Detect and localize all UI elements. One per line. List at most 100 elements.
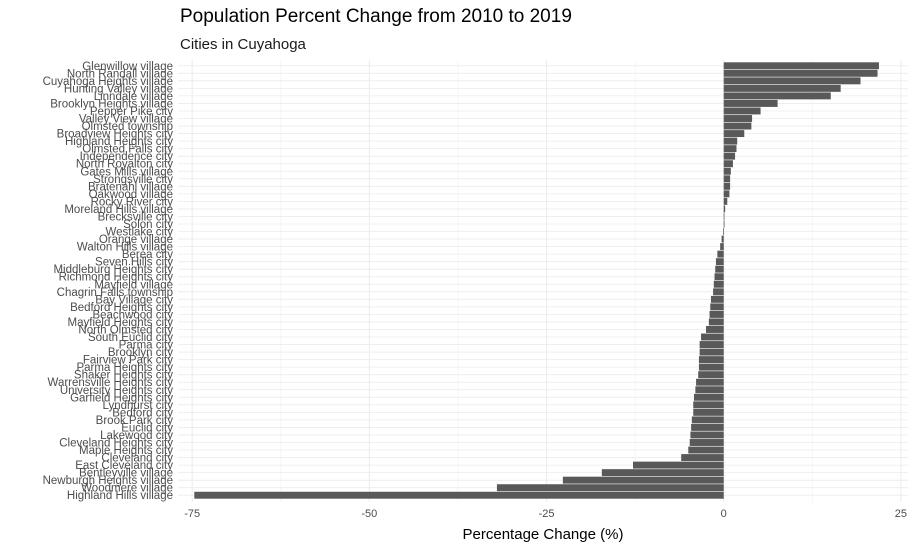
bar — [721, 235, 724, 243]
bar — [699, 348, 724, 356]
bars — [194, 62, 879, 499]
category-label: Bedford city — [112, 407, 173, 419]
category-label: North Randall village — [67, 68, 173, 80]
category-label: Hunting Valley village — [64, 83, 173, 95]
bar — [714, 273, 724, 281]
bar — [723, 107, 761, 115]
x-axis-title: Percentage Change (%) — [463, 526, 624, 543]
category-label: Independence city — [80, 151, 174, 163]
category-label: Brooklyn Heights village — [50, 98, 173, 110]
bar — [723, 92, 831, 100]
category-label: South Euclid city — [88, 332, 173, 344]
bar — [690, 431, 724, 439]
bar — [723, 182, 731, 190]
category-label: Westlake city — [105, 227, 173, 239]
category-label: Lakewood city — [100, 430, 173, 442]
bar — [701, 333, 724, 341]
bar — [601, 469, 724, 477]
bar — [688, 446, 724, 454]
category-label: Gates Mills village — [80, 166, 173, 178]
category-label: Euclid city — [121, 422, 173, 434]
grid-lines — [178, 60, 908, 502]
bar — [693, 393, 724, 401]
category-label: Middleburg Heights city — [53, 264, 173, 276]
bar — [723, 99, 778, 107]
bar — [723, 145, 737, 153]
bar — [699, 341, 724, 349]
category-label: Strongsville city — [93, 174, 173, 186]
bar — [723, 228, 724, 235]
category-label: Cuyahoga Heights village — [43, 76, 173, 88]
bar — [691, 423, 724, 431]
category-label: Cleveland city — [101, 453, 173, 465]
bar — [723, 220, 725, 228]
bar — [696, 378, 724, 386]
bar — [715, 258, 724, 266]
bar — [562, 476, 724, 484]
chart-title: Population Percent Change from 2010 to 2… — [180, 6, 572, 27]
bar — [723, 137, 738, 145]
category-label: Shaker Heights city — [74, 370, 173, 382]
bar — [720, 243, 724, 251]
category-label: Olmsted township — [82, 121, 173, 133]
bar — [709, 310, 724, 318]
category-label: Brook Park city — [96, 415, 174, 427]
category-label: Moreland Hills village — [64, 204, 173, 216]
category-label: Rocky River city — [91, 196, 174, 208]
bar — [698, 363, 724, 371]
bar — [633, 461, 724, 469]
x-tick-label: 0 — [721, 508, 727, 520]
bar — [723, 212, 725, 220]
category-label: Solon city — [123, 219, 173, 231]
category-label: Fairview Park city — [83, 355, 173, 367]
bar — [723, 130, 745, 138]
category-label: Mayfield village — [94, 279, 173, 291]
bar — [723, 205, 726, 213]
category-label: Parma Heights city — [76, 362, 173, 374]
category-label: Richmond Heights city — [59, 272, 174, 284]
bar — [681, 454, 724, 462]
category-label: Brooklyn city — [108, 347, 173, 359]
chart-subtitle: Cities in Cuyahoga — [180, 36, 306, 53]
category-label: Parma city — [119, 340, 174, 352]
bar — [710, 303, 724, 311]
category-label: Chagrin Falls township — [57, 287, 173, 299]
category-label: Highland Heights city — [65, 136, 173, 148]
category-label: Orange village — [99, 234, 173, 246]
category-label: Seven Hills city — [95, 257, 173, 269]
bar — [693, 408, 724, 416]
bar — [713, 280, 724, 288]
x-tick-label: 25 — [895, 508, 907, 520]
bar — [698, 371, 724, 379]
bar — [723, 197, 728, 205]
category-label: Broadview Heights city — [57, 129, 174, 141]
category-label: Walton Hills village — [77, 242, 173, 254]
category-label: Pepper Pike city — [90, 106, 173, 118]
bar — [723, 175, 731, 183]
bar — [723, 62, 879, 70]
category-label: Highland Hills village — [67, 490, 173, 502]
bar — [698, 356, 724, 364]
bar — [713, 288, 724, 296]
category-label: Maple Heights city — [79, 445, 173, 457]
bar — [723, 84, 841, 92]
bar — [706, 326, 724, 333]
category-label: Olmsted Falls city — [82, 144, 173, 156]
bar — [723, 167, 731, 175]
category-label: Warrensville Heights city — [48, 377, 174, 389]
bar — [723, 69, 878, 77]
bar — [194, 491, 724, 499]
category-label: Valley View village — [79, 114, 173, 126]
bar — [689, 439, 724, 446]
category-label: Cleveland Heights city — [59, 437, 173, 449]
category-label: Oakwood village — [89, 189, 173, 201]
category-label: Brecksville city — [98, 211, 174, 223]
bar — [723, 160, 733, 168]
category-label: East Cleveland city — [75, 460, 173, 472]
category-label: North Olmsted city — [78, 324, 173, 336]
category-label: Bratenahl village — [88, 181, 173, 193]
category-label: Bedford Heights city — [70, 302, 173, 314]
category-label: Berea city — [122, 249, 173, 261]
category-label: Linndale village — [94, 91, 173, 103]
